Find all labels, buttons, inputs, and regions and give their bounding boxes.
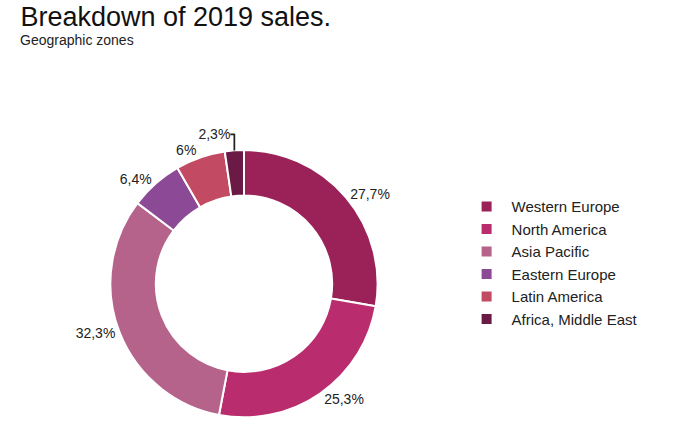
svg-text:Africa, Middle East: Africa, Middle East — [512, 311, 638, 328]
svg-text:Latin America: Latin America — [512, 288, 604, 305]
svg-text:2,3%: 2,3% — [198, 126, 230, 142]
svg-text:Eastern Europe: Eastern Europe — [512, 266, 616, 283]
svg-text:6%: 6% — [176, 142, 196, 158]
svg-text:North America: North America — [512, 221, 608, 238]
svg-text:Western Europe: Western Europe — [512, 198, 620, 215]
svg-text:27,7%: 27,7% — [350, 186, 390, 202]
svg-text:6,4%: 6,4% — [120, 171, 152, 187]
svg-text:Breakdown of 2019 sales.: Breakdown of 2019 sales. — [20, 2, 331, 32]
svg-text:25,3%: 25,3% — [324, 391, 364, 407]
svg-text:Asia Pacific: Asia Pacific — [512, 243, 590, 260]
svg-text:Geographic zones: Geographic zones — [20, 32, 134, 48]
svg-text:32,3%: 32,3% — [76, 325, 116, 341]
